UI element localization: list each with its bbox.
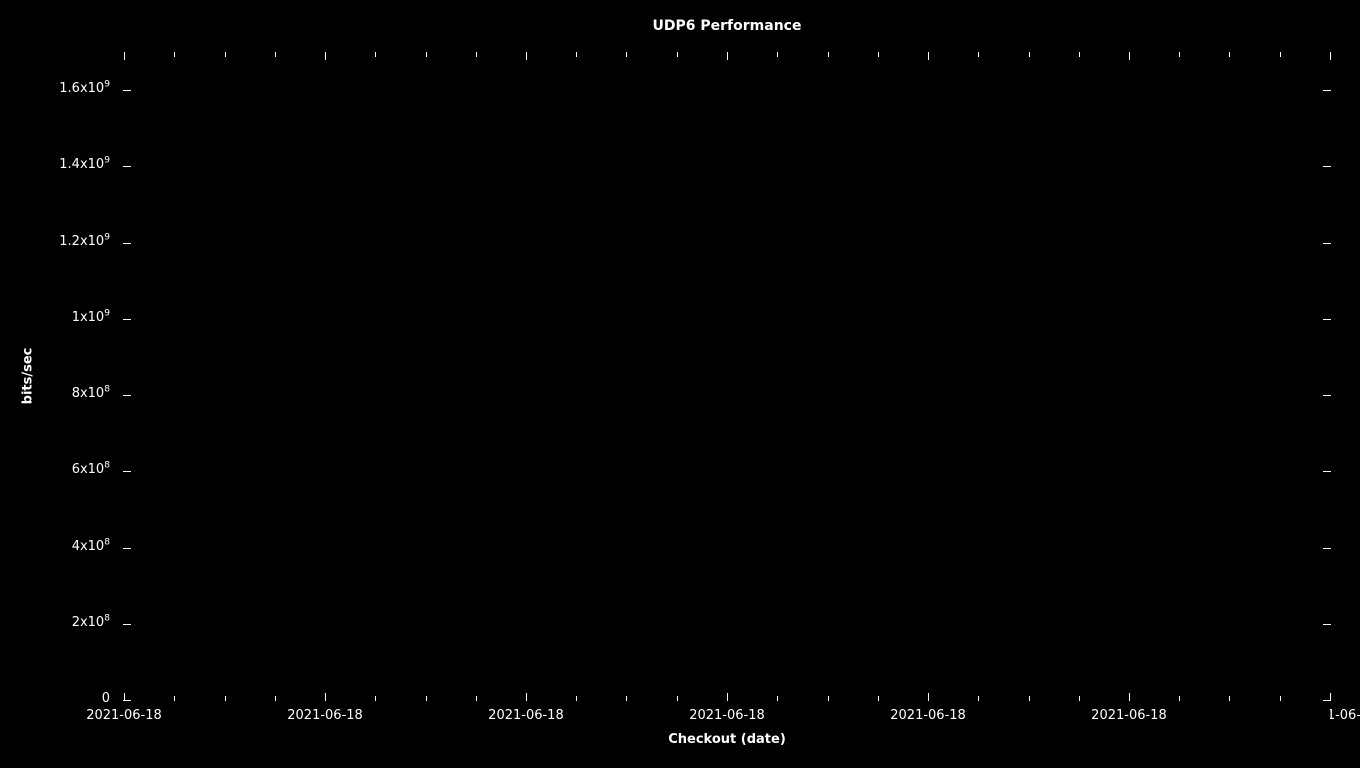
x-tick-top-major <box>1330 52 1331 60</box>
y-tick-label: 8x108 <box>72 386 110 401</box>
y-tick-left <box>123 395 131 396</box>
y-tick-label: 6x108 <box>72 462 110 477</box>
x-tick-bottom-minor <box>476 696 477 701</box>
x-axis-label: Checkout (date) <box>668 732 786 747</box>
y-tick-left <box>123 548 131 549</box>
x-tick-bottom-major <box>325 693 326 701</box>
x-tick-bottom-minor <box>1179 696 1180 701</box>
x-tick-bottom-minor <box>777 696 778 701</box>
y-tick-label: 4x108 <box>72 539 110 554</box>
y-tick-label: 1.4x109 <box>59 157 110 172</box>
x-tick-top-minor <box>1179 52 1180 57</box>
y-tick-label: 1x109 <box>72 310 110 325</box>
y-tick-right <box>1323 90 1331 91</box>
x-tick-bottom-minor <box>1280 696 1281 701</box>
y-tick-left <box>123 166 131 167</box>
y-tick-left <box>123 319 131 320</box>
x-tick-top-minor <box>978 52 979 57</box>
y-tick-right <box>1323 319 1331 320</box>
y-tick-left <box>123 90 131 91</box>
y-tick-right <box>1323 471 1331 472</box>
x-tick-label: 2021-06-18 <box>86 708 162 723</box>
x-tick-label: 2021-06-18 <box>1330 708 1360 723</box>
x-tick-top-minor <box>225 52 226 57</box>
y-tick-label: 1.6x109 <box>59 81 110 96</box>
x-tick-bottom-major <box>727 693 728 701</box>
y-tick-right <box>1323 243 1331 244</box>
x-tick-top-minor <box>777 52 778 57</box>
x-tick-top-minor <box>677 52 678 57</box>
x-tick-top-minor <box>275 52 276 57</box>
x-tick-top-major <box>526 52 527 60</box>
x-tick-bottom-minor <box>375 696 376 701</box>
x-tick-top-minor <box>174 52 175 57</box>
x-tick-bottom-major <box>928 693 929 701</box>
x-tick-top-minor <box>426 52 427 57</box>
y-tick-right <box>1323 166 1331 167</box>
x-tick-bottom-minor <box>1029 696 1030 701</box>
x-tick-top-major <box>325 52 326 60</box>
x-tick-bottom-minor <box>225 696 226 701</box>
y-tick-left <box>123 471 131 472</box>
y-tick-left <box>123 243 131 244</box>
x-tick-top-minor <box>1229 52 1230 57</box>
x-tick-bottom-minor <box>576 696 577 701</box>
y-tick-label: 1.2x109 <box>59 234 110 249</box>
x-tick-bottom-minor <box>626 696 627 701</box>
x-tick-bottom-minor <box>275 696 276 701</box>
x-tick-top-major <box>124 52 125 60</box>
x-tick-bottom-minor <box>1229 696 1230 701</box>
x-tick-top-major <box>1129 52 1130 60</box>
y-tick-label: 0 <box>102 691 110 706</box>
x-tick-label: 2021-06-18 <box>488 708 564 723</box>
y-tick-left <box>123 624 131 625</box>
x-tick-bottom-minor <box>878 696 879 701</box>
x-tick-top-minor <box>626 52 627 57</box>
x-tick-bottom-major <box>1129 693 1130 701</box>
x-tick-bottom-minor <box>828 696 829 701</box>
y-tick-label: 2x108 <box>72 615 110 630</box>
x-tick-top-minor <box>828 52 829 57</box>
x-tick-top-minor <box>878 52 879 57</box>
x-tick-label: 2021-06-18 <box>287 708 363 723</box>
x-tick-top-minor <box>1079 52 1080 57</box>
x-tick-top-minor <box>576 52 577 57</box>
y-tick-right <box>1323 624 1331 625</box>
chart-title: UDP6 Performance <box>653 18 802 34</box>
x-tick-bottom-minor <box>174 696 175 701</box>
y-tick-right <box>1323 395 1331 396</box>
x-tick-top-minor <box>1280 52 1281 57</box>
x-tick-top-major <box>928 52 929 60</box>
x-tick-label: 2021-06-18 <box>890 708 966 723</box>
x-tick-bottom-minor <box>1079 696 1080 701</box>
x-tick-label: 2021-06-18 <box>1091 708 1167 723</box>
x-tick-bottom-major <box>124 693 125 701</box>
x-tick-top-minor <box>1029 52 1030 57</box>
x-tick-bottom-minor <box>426 696 427 701</box>
x-tick-top-minor <box>476 52 477 57</box>
x-tick-bottom-minor <box>978 696 979 701</box>
y-tick-right <box>1323 548 1331 549</box>
x-tick-top-minor <box>375 52 376 57</box>
x-tick-bottom-major <box>1330 693 1331 701</box>
y-axis-label: bits/sec <box>21 348 36 405</box>
x-tick-top-major <box>727 52 728 60</box>
x-tick-bottom-minor <box>677 696 678 701</box>
x-tick-label: 2021-06-18 <box>689 708 765 723</box>
x-tick-bottom-major <box>526 693 527 701</box>
